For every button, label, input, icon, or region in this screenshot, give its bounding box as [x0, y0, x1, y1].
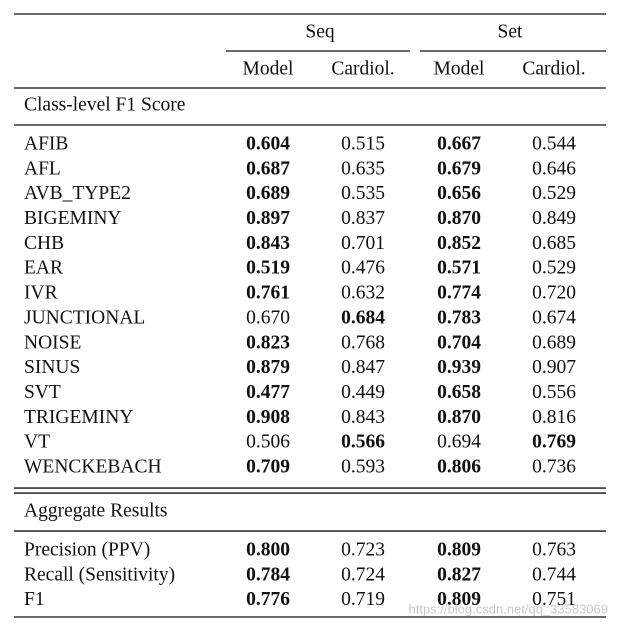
section-title: Aggregate Results [24, 501, 168, 522]
cell-value: 0.704 [437, 332, 481, 353]
row-label: NOISE [24, 332, 81, 353]
cell-value: 0.685 [532, 233, 576, 254]
cell-value: 0.694 [437, 432, 481, 453]
cell-value: 0.506 [246, 432, 290, 453]
row-label: CHB [24, 233, 64, 254]
group-header: Seq [305, 21, 335, 42]
cell-value: 0.635 [341, 158, 385, 179]
group-header: Set [498, 21, 524, 42]
row-label: SVT [24, 382, 61, 403]
cell-value: 0.823 [246, 332, 290, 353]
cell-value: 0.744 [532, 564, 576, 585]
row-label: AFL [24, 158, 61, 179]
cell-value: 0.723 [341, 540, 385, 561]
row-label: AFIB [24, 133, 68, 154]
cell-value: 0.939 [437, 357, 481, 378]
cell-value: 0.852 [437, 233, 481, 254]
cell-value: 0.768 [341, 332, 385, 353]
row-label: BIGEMINY [24, 208, 122, 229]
cell-value: 0.809 [437, 589, 481, 610]
cell-value: 0.774 [437, 283, 481, 304]
cell-value: 0.544 [532, 133, 576, 154]
cell-value: 0.776 [246, 589, 290, 610]
cell-value: 0.674 [532, 307, 576, 328]
cell-value: 0.670 [246, 307, 290, 328]
cell-value: 0.658 [437, 382, 481, 403]
cell-value: 0.870 [437, 208, 481, 229]
cell-value: 0.679 [437, 158, 481, 179]
row-label: EAR [24, 258, 63, 279]
cell-value: 0.684 [341, 307, 385, 328]
cell-value: 0.515 [341, 133, 385, 154]
cell-value: 0.809 [437, 540, 481, 561]
cell-value: 0.761 [246, 283, 290, 304]
cell-value: 0.519 [246, 258, 290, 279]
cell-value: 0.897 [246, 208, 290, 229]
column-header: Model [243, 58, 294, 79]
cell-value: 0.783 [437, 307, 481, 328]
cell-value: 0.847 [341, 357, 385, 378]
cell-value: 0.709 [246, 457, 290, 478]
column-header: Cardiol. [522, 58, 585, 79]
cell-value: 0.769 [532, 432, 576, 453]
row-label: TRIGEMINY [24, 407, 133, 428]
cell-value: 0.720 [532, 283, 576, 304]
cell-value: 0.907 [532, 357, 576, 378]
cell-value: 0.870 [437, 407, 481, 428]
cell-value: 0.751 [532, 589, 576, 610]
cell-value: 0.849 [532, 208, 576, 229]
cell-value: 0.687 [246, 158, 290, 179]
cell-value: 0.646 [532, 158, 576, 179]
cell-value: 0.724 [341, 564, 385, 585]
cell-value: 0.593 [341, 457, 385, 478]
cell-value: 0.566 [341, 432, 385, 453]
cell-value: 0.816 [532, 407, 576, 428]
cell-value: 0.529 [532, 258, 576, 279]
cell-value: 0.879 [246, 357, 290, 378]
row-label: VT [24, 432, 50, 453]
cell-value: 0.827 [437, 564, 481, 585]
cell-value: 0.800 [246, 540, 290, 561]
row-label: AVB_TYPE2 [24, 183, 131, 204]
row-label: IVR [24, 283, 58, 304]
cell-value: 0.689 [246, 183, 290, 204]
row-label: JUNCTIONAL [24, 307, 145, 328]
cell-value: 0.843 [341, 407, 385, 428]
cell-value: 0.632 [341, 283, 385, 304]
cell-value: 0.843 [246, 233, 290, 254]
row-label: F1 [24, 589, 45, 610]
cell-value: 0.736 [532, 457, 576, 478]
watermark: https://blog.csdn.net/qq_33583069 [409, 601, 609, 616]
section-title: Class-level F1 Score [24, 94, 185, 115]
cell-value: 0.908 [246, 407, 290, 428]
column-header: Cardiol. [331, 58, 394, 79]
cell-value: 0.656 [437, 183, 481, 204]
cell-value: 0.763 [532, 540, 576, 561]
cell-value: 0.476 [341, 258, 385, 279]
row-label: SINUS [24, 357, 80, 378]
cell-value: 0.689 [532, 332, 576, 353]
cell-value: 0.719 [341, 589, 385, 610]
row-label: Precision (PPV) [24, 540, 150, 561]
cell-value: 0.784 [246, 564, 290, 585]
row-label: WENCKEBACH [24, 457, 162, 478]
cell-value: 0.701 [341, 233, 385, 254]
cell-value: 0.837 [341, 208, 385, 229]
cell-value: 0.449 [341, 382, 385, 403]
cell-value: 0.571 [437, 258, 481, 279]
cell-value: 0.535 [341, 183, 385, 204]
row-label: Recall (Sensitivity) [24, 564, 175, 585]
cell-value: 0.604 [246, 133, 290, 154]
cell-value: 0.806 [437, 457, 481, 478]
cell-value: 0.556 [532, 382, 576, 403]
cell-value: 0.477 [246, 382, 290, 403]
cell-value: 0.667 [437, 133, 481, 154]
column-header: Model [434, 58, 485, 79]
cell-value: 0.529 [532, 183, 576, 204]
